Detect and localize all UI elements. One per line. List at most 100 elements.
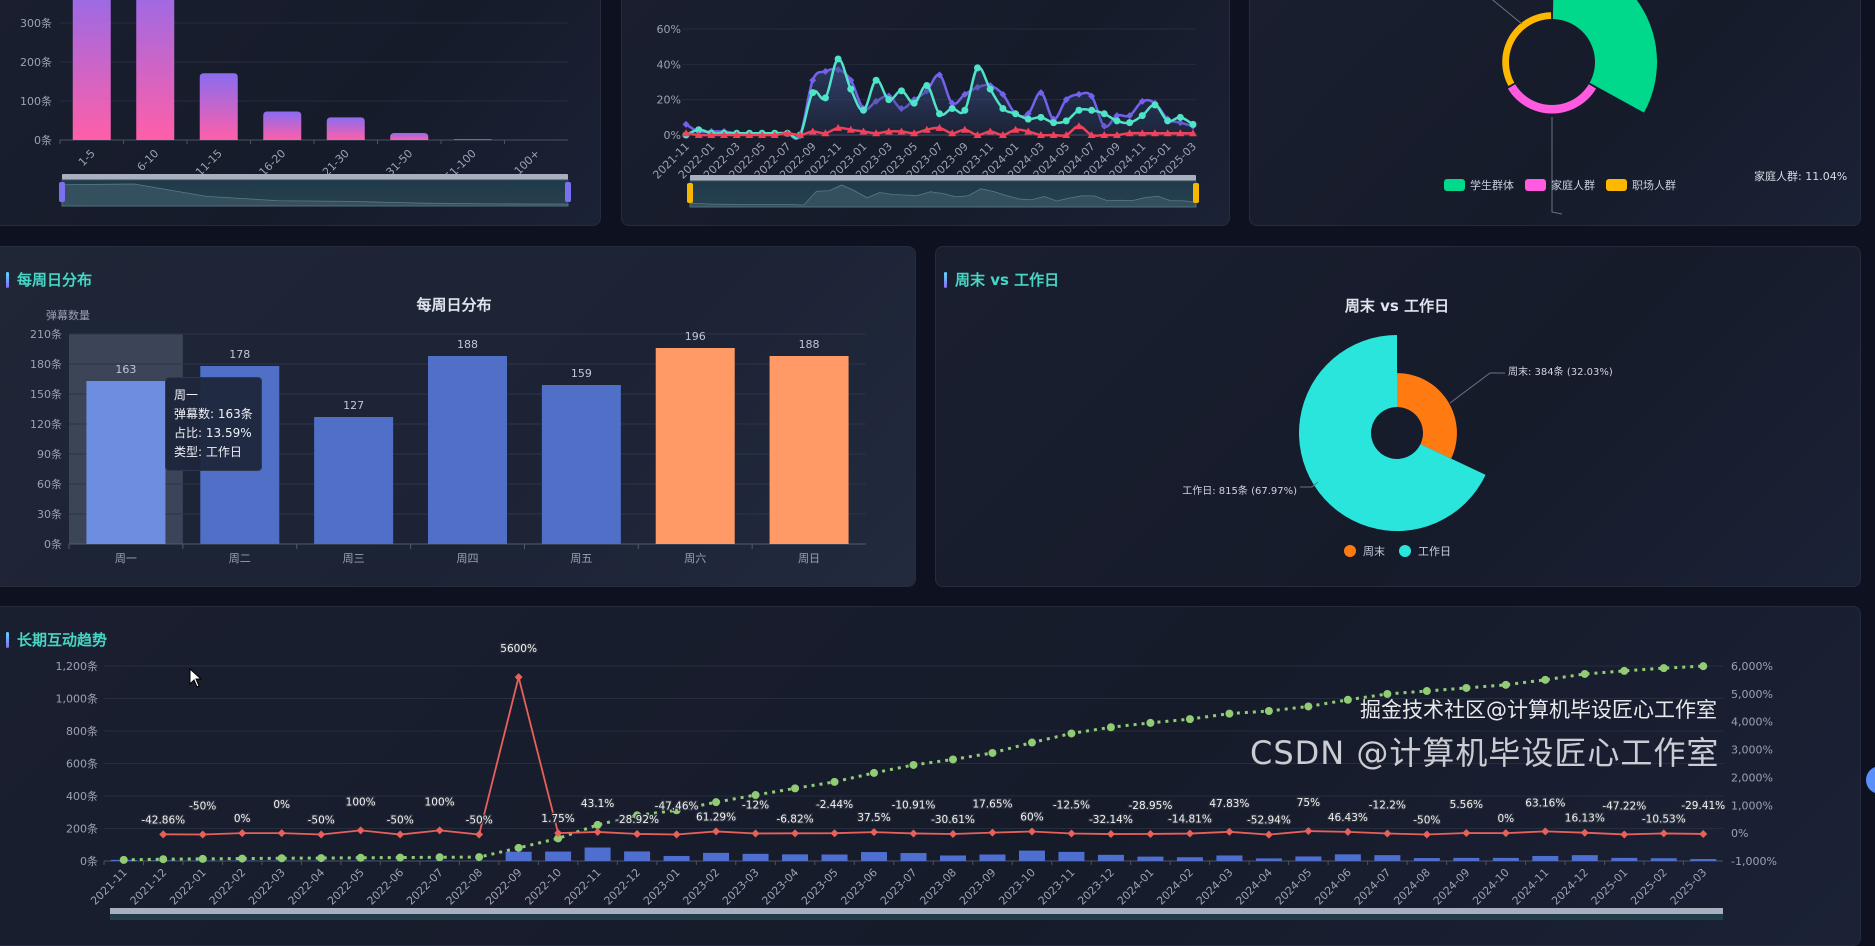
legend-item-学生群体[interactable]: 学生群体 bbox=[1470, 178, 1514, 192]
datazoom-right-handle[interactable] bbox=[1193, 183, 1199, 203]
data-point bbox=[1177, 114, 1184, 121]
growth-point bbox=[436, 826, 444, 834]
legend-item-职场人群[interactable]: 职场人群 bbox=[1632, 178, 1676, 192]
growth-point bbox=[791, 829, 799, 837]
bar-2024-12 bbox=[1572, 855, 1598, 861]
growth-point bbox=[673, 830, 681, 838]
bar-2023-11 bbox=[1058, 852, 1084, 861]
bar-16-20 bbox=[263, 112, 301, 140]
growth-point bbox=[1423, 831, 1431, 839]
x-tick-label: 2022-01 bbox=[167, 866, 209, 908]
bar-周六[interactable] bbox=[656, 348, 735, 544]
datazoom-drag-bar bbox=[110, 908, 1723, 914]
x-tick-label: 周日 bbox=[798, 552, 820, 565]
x-tick-label: 2025-03 bbox=[1668, 866, 1710, 908]
y-tick-label: 20% bbox=[657, 94, 681, 107]
y-left-tick-label: 200条 bbox=[66, 822, 98, 836]
x-tick-label: 1-5 bbox=[76, 147, 98, 169]
y-left-tick-label: 0条 bbox=[80, 854, 98, 868]
x-tick-label: 2023-04 bbox=[759, 866, 801, 908]
growth-label: -12.5% bbox=[1053, 799, 1090, 811]
bar-周四[interactable] bbox=[428, 356, 507, 544]
growth-label: -50% bbox=[189, 801, 216, 813]
bar-6-10 bbox=[136, 0, 174, 140]
x-tick-label: 2024-12 bbox=[1549, 866, 1591, 908]
growth-label: 37.5% bbox=[857, 812, 890, 824]
growth-label: 43.1% bbox=[581, 798, 614, 810]
cumulative-point bbox=[515, 844, 523, 852]
bar-2024-03 bbox=[1216, 855, 1242, 861]
x-tick-label: 周三 bbox=[343, 552, 365, 565]
bar-周一[interactable] bbox=[86, 381, 165, 544]
x-tick-label: 周四 bbox=[457, 552, 479, 565]
x-tick-label: 2025-02 bbox=[1628, 866, 1670, 908]
x-tick-label: 2024-11 bbox=[1510, 866, 1552, 908]
legend-swatch bbox=[1444, 179, 1465, 191]
data-point bbox=[936, 110, 943, 117]
tooltip-type: 类型: 工作日 bbox=[174, 443, 253, 462]
growth-label: -42.86% bbox=[141, 814, 185, 826]
bar-tooltip: 周一 弹幕数: 163条 占比: 13.59% 类型: 工作日 bbox=[165, 377, 262, 471]
bar-2024-11 bbox=[1532, 856, 1558, 861]
bar-周三[interactable] bbox=[314, 417, 393, 544]
bar-value-label: 163 bbox=[115, 363, 136, 376]
bar-1-5 bbox=[73, 0, 111, 140]
cumulative-point bbox=[910, 761, 918, 769]
label-leader-line bbox=[1477, 0, 1522, 24]
x-tick-label: 2024-10 bbox=[1470, 866, 1512, 908]
data-point bbox=[809, 89, 816, 96]
growth-point bbox=[910, 829, 918, 837]
bar-2023-03 bbox=[743, 854, 769, 861]
bar-周日[interactable] bbox=[770, 356, 849, 544]
cumulative-point bbox=[1186, 715, 1194, 723]
growth-label: 75% bbox=[1297, 797, 1320, 809]
x-tick-label: 周六 bbox=[684, 552, 706, 565]
legend-item-周末[interactable]: 周末 bbox=[1363, 544, 1385, 558]
cumulative-point bbox=[278, 854, 286, 862]
cumulative-point bbox=[1423, 687, 1431, 695]
growth-point bbox=[396, 831, 404, 839]
x-tick-label: 2022-07 bbox=[404, 866, 446, 908]
data-point bbox=[822, 94, 829, 101]
growth-label: -50% bbox=[387, 815, 414, 827]
legend-item-家庭人群[interactable]: 家庭人群 bbox=[1551, 178, 1595, 192]
growth-point bbox=[1502, 829, 1510, 837]
growth-label: -14.81% bbox=[1168, 814, 1212, 826]
x-tick-label: 2025-01 bbox=[1589, 866, 1631, 908]
cumulative-point bbox=[1462, 684, 1470, 692]
bar-2023-12 bbox=[1098, 855, 1124, 861]
growth-label: -28.95% bbox=[1129, 800, 1173, 812]
growth-point bbox=[1383, 829, 1391, 837]
mouse-cursor-icon bbox=[189, 668, 203, 688]
growth-label: 16.13% bbox=[1565, 813, 1605, 825]
data-point bbox=[987, 86, 994, 93]
data-point bbox=[1113, 117, 1120, 124]
data-point bbox=[1063, 117, 1070, 124]
legend-item-工作日[interactable]: 工作日 bbox=[1418, 545, 1451, 558]
datazoom-left-handle[interactable] bbox=[59, 182, 65, 202]
growth-label: 5600% bbox=[500, 643, 537, 655]
y-axis-label: 弹幕数量 bbox=[46, 308, 90, 322]
growth-label: 100% bbox=[346, 796, 376, 808]
bar-2024-01 bbox=[1137, 857, 1163, 861]
data-point bbox=[974, 64, 981, 71]
label-leader-line bbox=[1450, 373, 1505, 403]
growth-point bbox=[1660, 829, 1668, 837]
growth-point bbox=[199, 831, 207, 839]
x-tick-label: 2023-07 bbox=[878, 866, 920, 908]
y-tick-label: 150条 bbox=[30, 387, 62, 401]
datazoom-left-handle[interactable] bbox=[687, 183, 693, 203]
growth-label: 63.16% bbox=[1525, 797, 1565, 809]
cumulative-point bbox=[199, 855, 207, 863]
y-tick-label: 30条 bbox=[37, 507, 62, 521]
data-point bbox=[835, 56, 842, 63]
datazoom-right-handle[interactable] bbox=[565, 182, 571, 202]
data-point bbox=[923, 82, 930, 89]
bar-2024-06 bbox=[1335, 854, 1361, 861]
bar-2023-10 bbox=[1019, 851, 1045, 861]
cumulative-point bbox=[475, 853, 483, 861]
data-point bbox=[1025, 116, 1032, 123]
bar-周五[interactable] bbox=[542, 385, 621, 544]
growth-point bbox=[1107, 830, 1115, 838]
